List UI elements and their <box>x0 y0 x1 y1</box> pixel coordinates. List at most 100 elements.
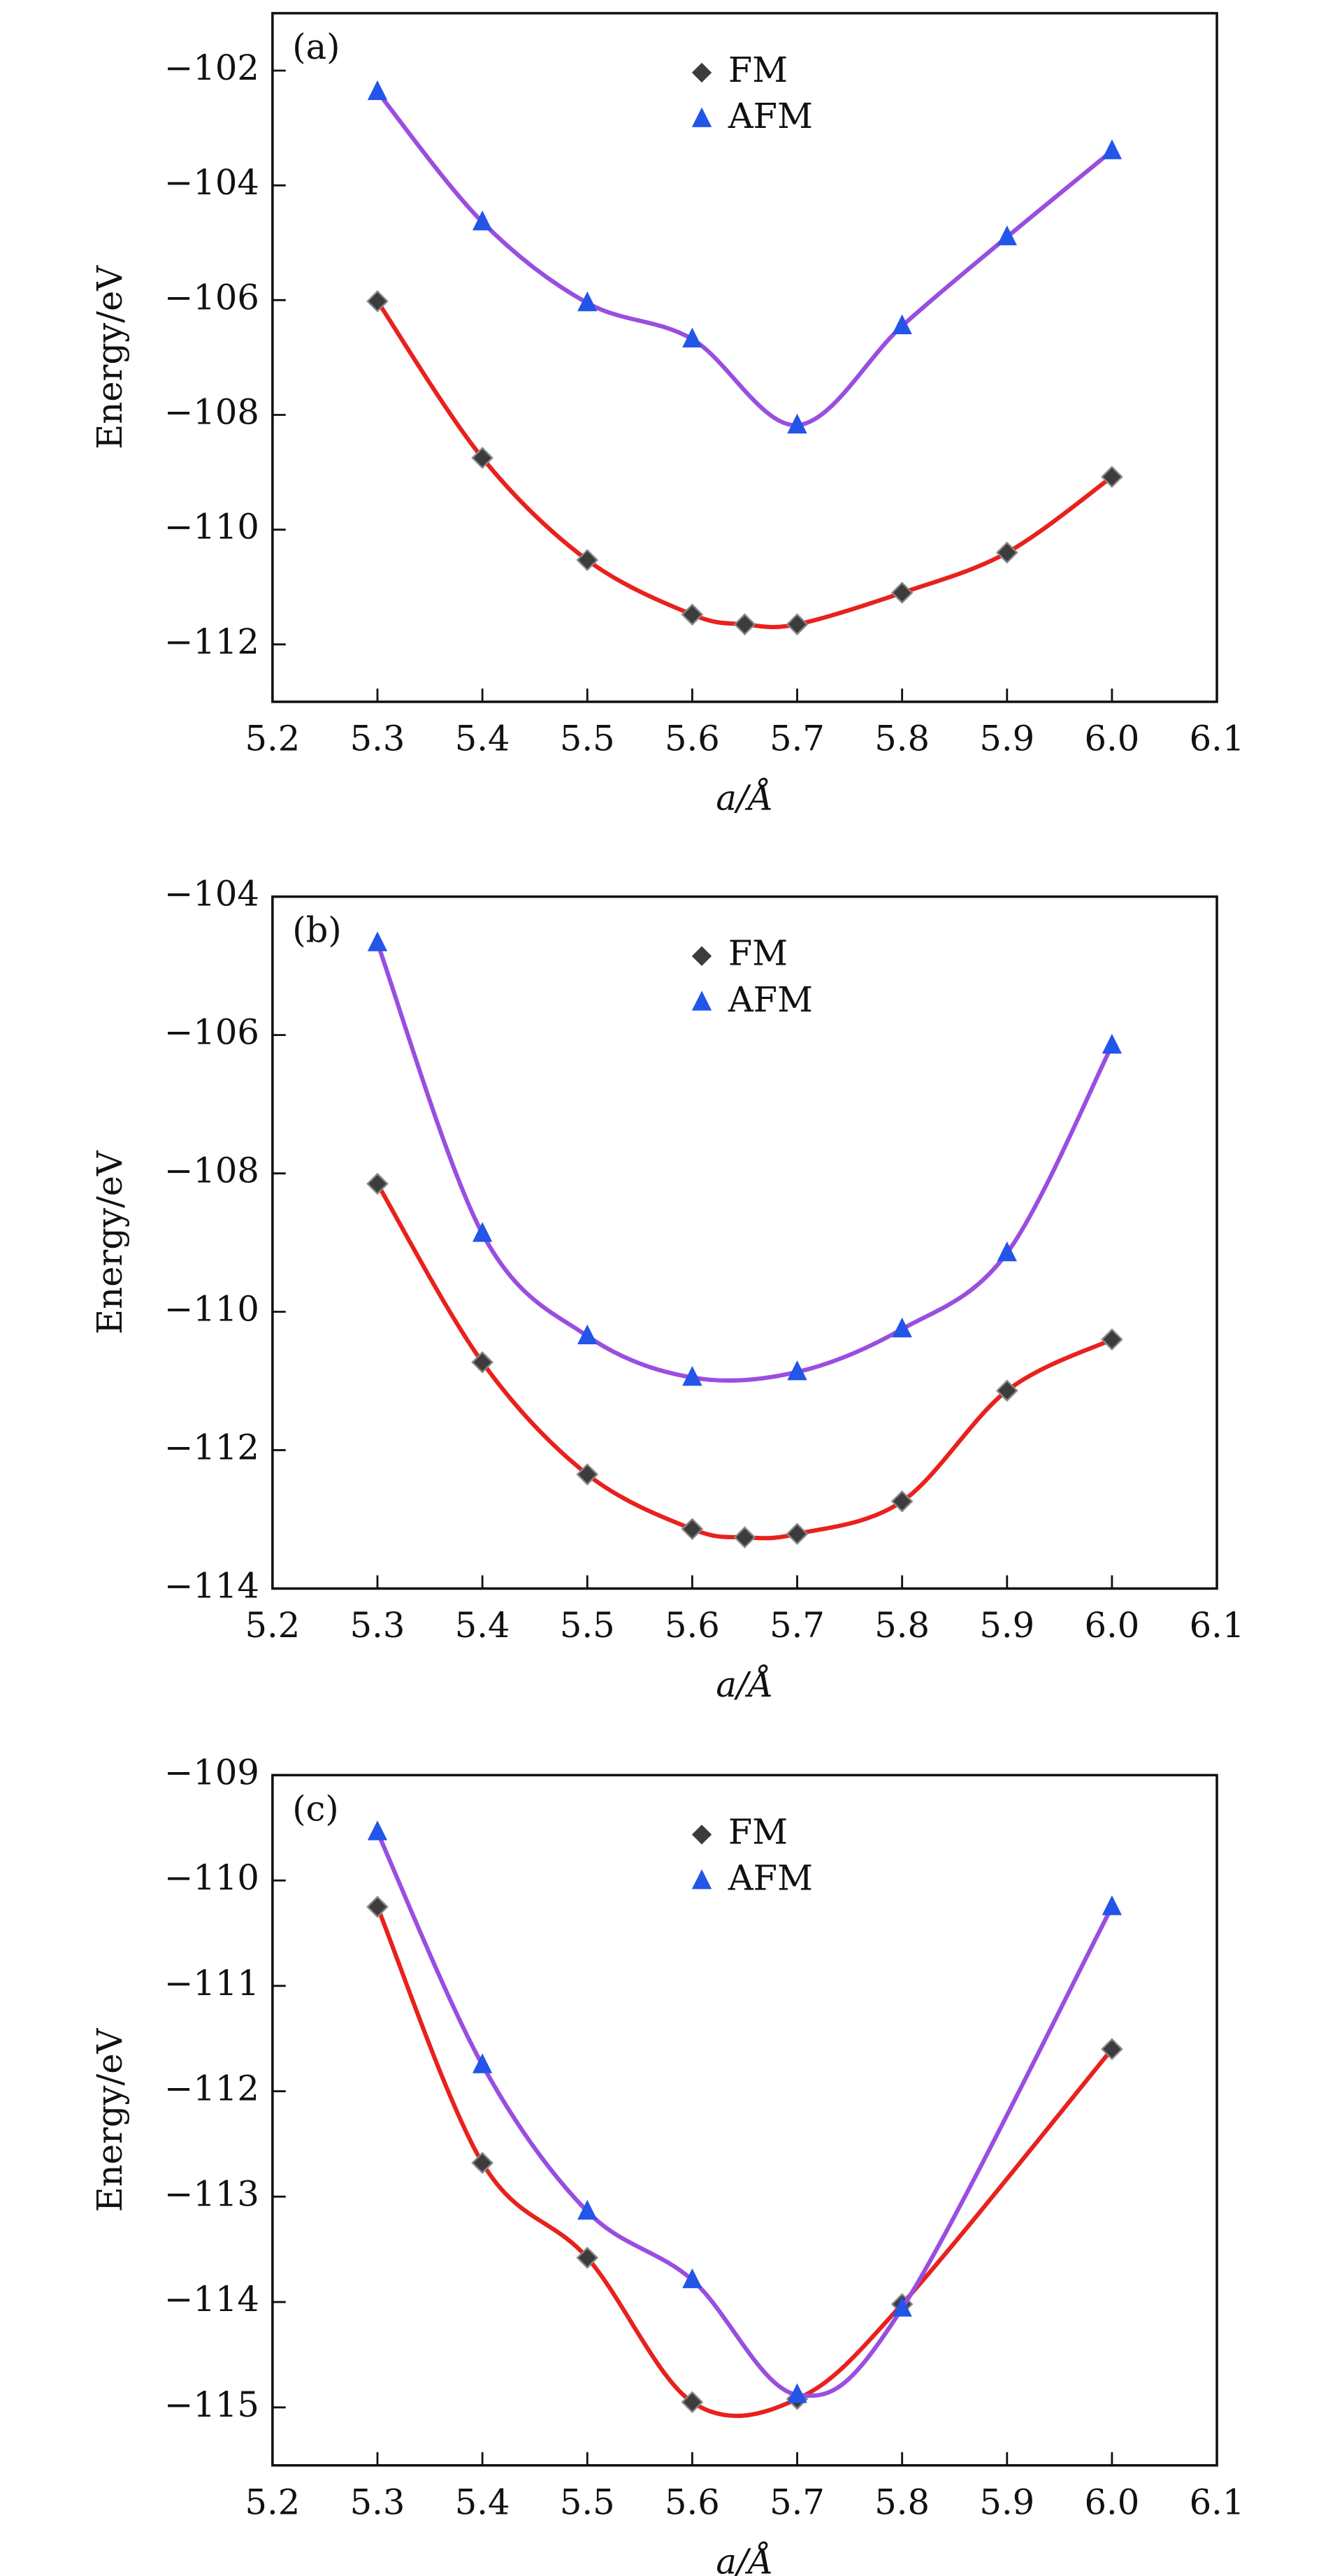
panel-label: (c) <box>292 1788 338 1829</box>
y-tick-label: −110 <box>164 1289 259 1330</box>
x-tick-label: 5.2 <box>245 1605 300 1646</box>
data-point <box>366 1895 389 1918</box>
x-tick-label: 5.8 <box>874 2482 930 2522</box>
data-point <box>890 582 914 604</box>
data-point <box>471 447 493 469</box>
data-point <box>786 1523 809 1546</box>
data-point <box>367 1820 388 1841</box>
y-tick-label: −112 <box>164 2068 259 2109</box>
data-point <box>786 613 809 635</box>
plot-frame <box>271 12 1218 703</box>
panel-label: (a) <box>292 27 340 67</box>
legend-marker <box>691 946 712 966</box>
y-tick-label: −106 <box>164 1012 259 1053</box>
fit-curve <box>375 300 1113 630</box>
data-point <box>733 613 756 635</box>
data-point <box>1102 139 1123 159</box>
legend-marker <box>691 991 712 1011</box>
data-point <box>787 1360 807 1381</box>
x-tick-label: 5.3 <box>350 719 405 759</box>
data-point <box>997 1241 1017 1262</box>
y-tick-label: −110 <box>164 1857 259 1898</box>
y-tick-label: −104 <box>164 874 259 914</box>
x-tick-label: 5.3 <box>350 1605 405 1646</box>
y-tick-label: −108 <box>164 1151 259 1191</box>
x-tick-label: 5.4 <box>455 719 510 759</box>
x-tick-label: 5.5 <box>560 2482 615 2522</box>
x-tick-label: 5.4 <box>455 2482 510 2522</box>
data-point <box>681 1518 704 1541</box>
legend-label: FM <box>728 933 788 974</box>
y-tick-label: −115 <box>164 2384 259 2425</box>
x-tick-label: 6.1 <box>1190 719 1245 759</box>
legend-marker <box>691 62 712 83</box>
y-tick-label: −114 <box>164 1565 259 1606</box>
data-point <box>367 931 388 951</box>
y-tick-label: −111 <box>164 1963 259 2003</box>
x-tick-label: 6.1 <box>1190 2482 1245 2522</box>
x-tick-label: 5.3 <box>350 2482 405 2522</box>
data-point <box>366 1172 389 1195</box>
data-point <box>577 2199 598 2220</box>
x-tick-label: 6.0 <box>1084 1605 1139 1646</box>
data-point <box>892 1317 912 1338</box>
data-point <box>472 2053 493 2073</box>
data-point <box>682 1366 702 1386</box>
y-tick-label: −113 <box>164 2173 259 2214</box>
x-axis-label: a/Å <box>716 1664 773 1705</box>
x-tick-label: 5.6 <box>665 2482 720 2522</box>
data-point <box>890 1490 914 1513</box>
x-tick-label: 5.9 <box>979 1605 1034 1646</box>
x-tick-label: 5.6 <box>665 719 720 759</box>
data-point <box>472 1222 493 1242</box>
x-tick-label: 5.7 <box>770 719 825 759</box>
x-tick-label: 5.5 <box>560 1605 615 1646</box>
plot-frame <box>271 895 1218 1590</box>
x-tick-label: 6.1 <box>1190 1605 1245 1646</box>
y-tick-label: −106 <box>164 277 259 317</box>
panel-label: (b) <box>292 910 341 951</box>
x-axis-label: a/Å <box>716 2540 773 2576</box>
panel: 5.2 5.3 5.4 5.5 5.6 5.7 5.8 5.9 6.0 6.1 −109 −110 −1… <box>89 1752 1245 2576</box>
plot-frame <box>271 1773 1218 2467</box>
data-point <box>892 2296 912 2317</box>
data-point <box>576 549 599 572</box>
legend-label: AFM <box>728 1858 813 1899</box>
data-point <box>1102 1895 1123 1915</box>
x-tick-label: 5.2 <box>245 2482 300 2522</box>
y-axis-label: Energy/eV <box>89 1150 130 1334</box>
y-tick-label: −108 <box>164 391 259 432</box>
x-tick-label: 5.7 <box>770 1605 825 1646</box>
data-point <box>681 603 704 626</box>
x-tick-label: 5.5 <box>560 719 615 759</box>
x-tick-label: 5.2 <box>245 719 300 759</box>
data-point <box>1101 2038 1123 2061</box>
y-tick-label: −114 <box>164 2279 259 2319</box>
data-point <box>471 2152 493 2174</box>
x-tick-label: 5.9 <box>979 2482 1034 2522</box>
y-tick-label: −109 <box>164 1752 259 1792</box>
data-point <box>577 291 598 312</box>
panel: 5.2 5.3 5.4 5.5 5.6 5.7 5.8 5.9 6.0 6.1 −104 −106 −1… <box>89 874 1245 1705</box>
x-axis-label: a/Å <box>716 777 773 819</box>
data-point <box>733 1526 756 1549</box>
x-tick-label: 5.8 <box>874 719 930 759</box>
y-axis-label: Energy/eV <box>89 265 130 449</box>
y-axis-label: Energy/eV <box>89 2027 130 2212</box>
panel: 5.2 5.3 5.4 5.5 5.6 5.7 5.8 5.9 6.0 6.1 −102 −104 −1… <box>89 12 1245 819</box>
data-point <box>576 1463 599 1485</box>
x-tick-label: 5.9 <box>979 719 1034 759</box>
x-tick-label: 6.0 <box>1084 719 1139 759</box>
y-tick-label: −112 <box>164 621 259 662</box>
data-point <box>995 541 1018 564</box>
y-tick-label: −112 <box>164 1427 259 1467</box>
legend-label: AFM <box>728 979 813 1020</box>
data-point <box>367 80 388 101</box>
data-point <box>892 314 912 335</box>
data-point <box>787 2383 807 2403</box>
x-tick-label: 5.4 <box>455 1605 510 1646</box>
data-point <box>997 225 1017 245</box>
data-point <box>995 1379 1018 1402</box>
y-tick-label: −110 <box>164 507 259 547</box>
